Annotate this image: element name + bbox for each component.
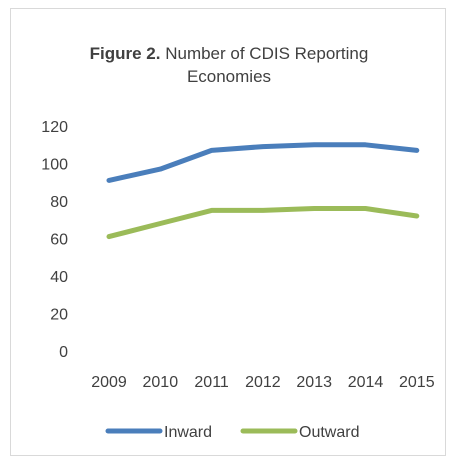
x-tick-label: 2013 (296, 374, 332, 391)
y-tick-label: 0 (59, 344, 68, 361)
x-tick-label: 2014 (348, 374, 384, 391)
chart-title: Figure 2. Number of CDIS Reporting Econo… (0, 42, 458, 88)
y-axis: 0 20 40 60 80 100 120 (41, 119, 68, 361)
x-tick-label: 2012 (245, 374, 281, 391)
y-tick-label: 60 (50, 232, 68, 249)
y-tick-label: 40 (50, 269, 68, 286)
legend-label-outward: Outward (299, 424, 359, 441)
x-tick-label: 2015 (399, 374, 435, 391)
chart-frame (10, 8, 446, 456)
title-line-1: Number of CDIS Reporting (160, 44, 369, 63)
series-line-inward (106, 142, 420, 183)
x-tick-label: 2010 (143, 374, 179, 391)
legend: Inward Outward (105, 424, 359, 441)
y-tick-label: 80 (50, 194, 68, 211)
series-line-outward (106, 206, 420, 240)
figure-number: Figure 2. (89, 44, 161, 63)
legend-label-inward: Inward (164, 424, 212, 441)
y-tick-label: 20 (50, 307, 68, 324)
x-tick-label: 2009 (91, 374, 127, 391)
y-tick-label: 120 (41, 119, 68, 136)
y-tick-label: 100 (41, 157, 68, 174)
series-lines (106, 142, 420, 240)
x-tick-label: 2011 (194, 374, 229, 391)
x-axis: 2009 2010 2011 2012 2013 2014 2015 (91, 374, 434, 391)
title-line-2: Economies (186, 67, 272, 86)
